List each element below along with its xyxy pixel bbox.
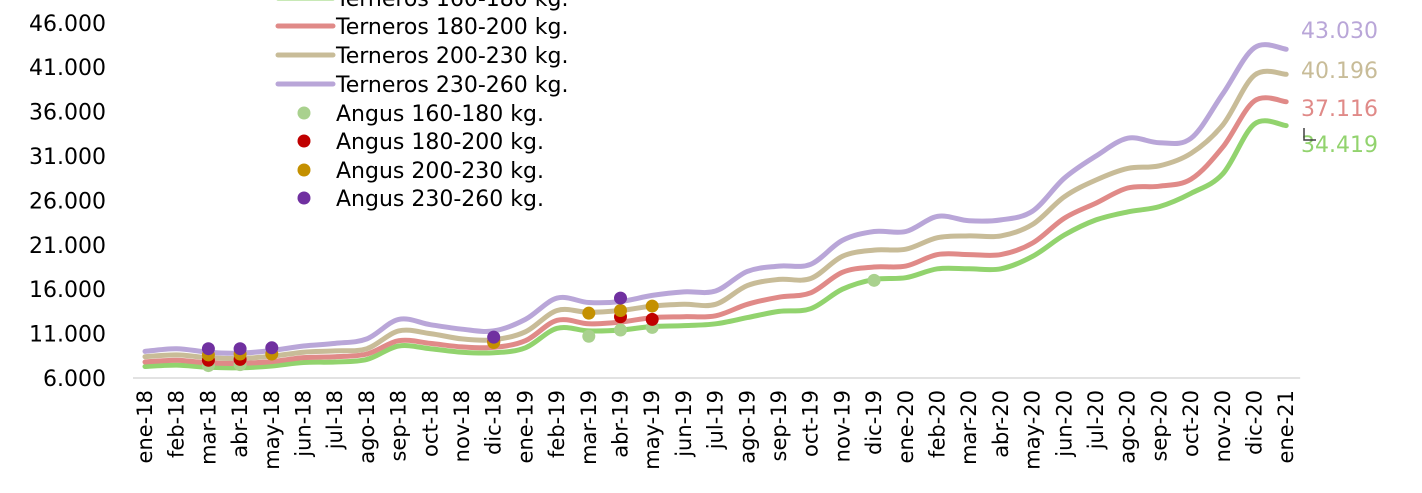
x-tick-label: jun-20: [1052, 390, 1076, 458]
series-line-terneros-180-200-kg: [142, 95, 1289, 366]
end-value-label: 40.196: [1301, 59, 1378, 84]
x-tick-label: abr-18: [228, 390, 252, 458]
x-tick-label: dic-18: [482, 390, 506, 455]
legend-label: Terneros 200-230 kg.: [335, 44, 568, 69]
data-point-angus-180-200-kg: [645, 312, 659, 326]
x-tick-label: mar-20: [957, 390, 981, 465]
legend-label: Terneros 160-180 kg.: [335, 0, 568, 12]
y-tick-label: 46.000: [29, 12, 106, 37]
data-point-angus-160-180-kg: [614, 323, 627, 337]
x-tick-label: dic-19: [862, 390, 886, 455]
data-point-angus-160-180-kg: [867, 273, 881, 287]
x-tick-label: mar-19: [577, 390, 601, 465]
y-tick-label: 41.000: [29, 56, 106, 81]
x-tick-label: abr-19: [609, 390, 633, 458]
x-tick-label: feb-20: [926, 390, 950, 458]
legend-label: Angus 180-200 kg.: [336, 130, 544, 155]
legend-label: Angus 160-180 kg.: [336, 102, 544, 127]
x-tick-label: sep-18: [387, 390, 411, 462]
legend-swatch-angus-230-260-kg: [297, 191, 311, 205]
x-tick-label: nov-19: [830, 390, 854, 462]
x-tick-label: ene-21: [1274, 390, 1298, 463]
data-point-angus-230-260-kg: [265, 341, 279, 355]
x-tick-label: may-19: [640, 390, 664, 470]
label-leader-line: [1303, 128, 1316, 141]
legend-label: Angus 200-230 kg.: [336, 159, 544, 184]
x-tick-label: ago-18: [355, 390, 379, 464]
y-tick-label: 6.000: [43, 367, 106, 392]
plot-area: [142, 42, 1289, 373]
data-point-angus-200-230-kg: [582, 306, 596, 320]
legend-swatch-angus-180-200-kg: [297, 134, 311, 148]
data-point-angus-200-230-kg: [614, 304, 627, 318]
legend-label: Angus 230-260 kg.: [336, 187, 544, 212]
end-value-label: 43.030: [1301, 19, 1378, 44]
y-tick-label: 16.000: [29, 278, 106, 303]
x-tick-label: abr-20: [989, 390, 1013, 458]
x-tick-label: sep-19: [767, 390, 791, 462]
y-axis: 6.000 11.000 16.000 21.000 26.000 31.000 36.00…: [29, 12, 106, 392]
series-line-terneros-200-230-kg: [142, 68, 1289, 362]
x-tick-label: jul-20: [1084, 390, 1108, 450]
x-tick-label: jul-19: [704, 390, 728, 450]
x-tick-label: jun-19: [672, 390, 696, 458]
x-tick-label: jun-18: [292, 390, 316, 458]
x-tick-label: jul-18: [323, 390, 347, 450]
x-tick-label: may-20: [1021, 390, 1045, 470]
x-tick-label: ago-19: [735, 390, 759, 464]
x-tick-label: nov-20: [1211, 390, 1235, 462]
legend-swatch-angus-200-230-kg: [297, 163, 311, 177]
y-tick-label: 36.000: [29, 101, 106, 126]
legend-label: Terneros 180-200 kg.: [335, 15, 568, 40]
x-tick-label: oct-20: [1179, 390, 1203, 457]
series-line-terneros-230-260-kg: [142, 42, 1289, 356]
x-tick-label: oct-18: [418, 390, 442, 457]
x-tick-label: may-18: [260, 390, 284, 470]
x-tick-label: feb-19: [545, 390, 569, 458]
x-tick-label: feb-18: [165, 390, 189, 458]
data-point-angus-160-180-kg: [582, 329, 596, 343]
series-line-terneros-160-180-kg: [142, 118, 1289, 371]
end-value-label: 37.116: [1301, 97, 1378, 122]
y-tick-label: 21.000: [29, 234, 106, 259]
data-point-angus-230-260-kg: [487, 330, 501, 344]
x-axis: ene-18 feb-18 mar-18 abr-18 may-18 jun-18 jul-…: [133, 377, 1301, 470]
data-point-angus-230-260-kg: [201, 342, 215, 356]
x-tick-label: mar-18: [196, 390, 220, 465]
data-point-angus-200-230-kg: [645, 299, 659, 313]
y-tick-label: 26.000: [29, 189, 106, 214]
x-tick-label: ene-18: [133, 390, 157, 463]
end-value-label: 34.419: [1301, 133, 1378, 158]
legend-swatch-angus-160-180-kg: [297, 106, 311, 120]
x-tick-label: oct-19: [799, 390, 823, 457]
x-tick-label: ene-20: [894, 390, 918, 463]
data-point-angus-230-260-kg: [233, 342, 247, 356]
legend: Terneros 160-180 kg. Terneros 180-200 kg.…: [275, 0, 568, 212]
legend-label: Terneros 230-260 kg.: [335, 73, 568, 98]
x-tick-label: nov-18: [450, 390, 474, 462]
end-labels: 43.030 40.196 37.116 34.419: [1301, 19, 1378, 158]
x-tick-label: ago-20: [1116, 390, 1140, 464]
x-tick-label: dic-20: [1243, 390, 1267, 455]
x-tick-label: sep-20: [1147, 390, 1171, 462]
y-tick-label: 31.000: [29, 145, 106, 170]
data-point-angus-230-260-kg: [614, 291, 627, 305]
x-tick-label: ene-19: [513, 390, 537, 463]
y-tick-label: 11.000: [29, 323, 106, 348]
